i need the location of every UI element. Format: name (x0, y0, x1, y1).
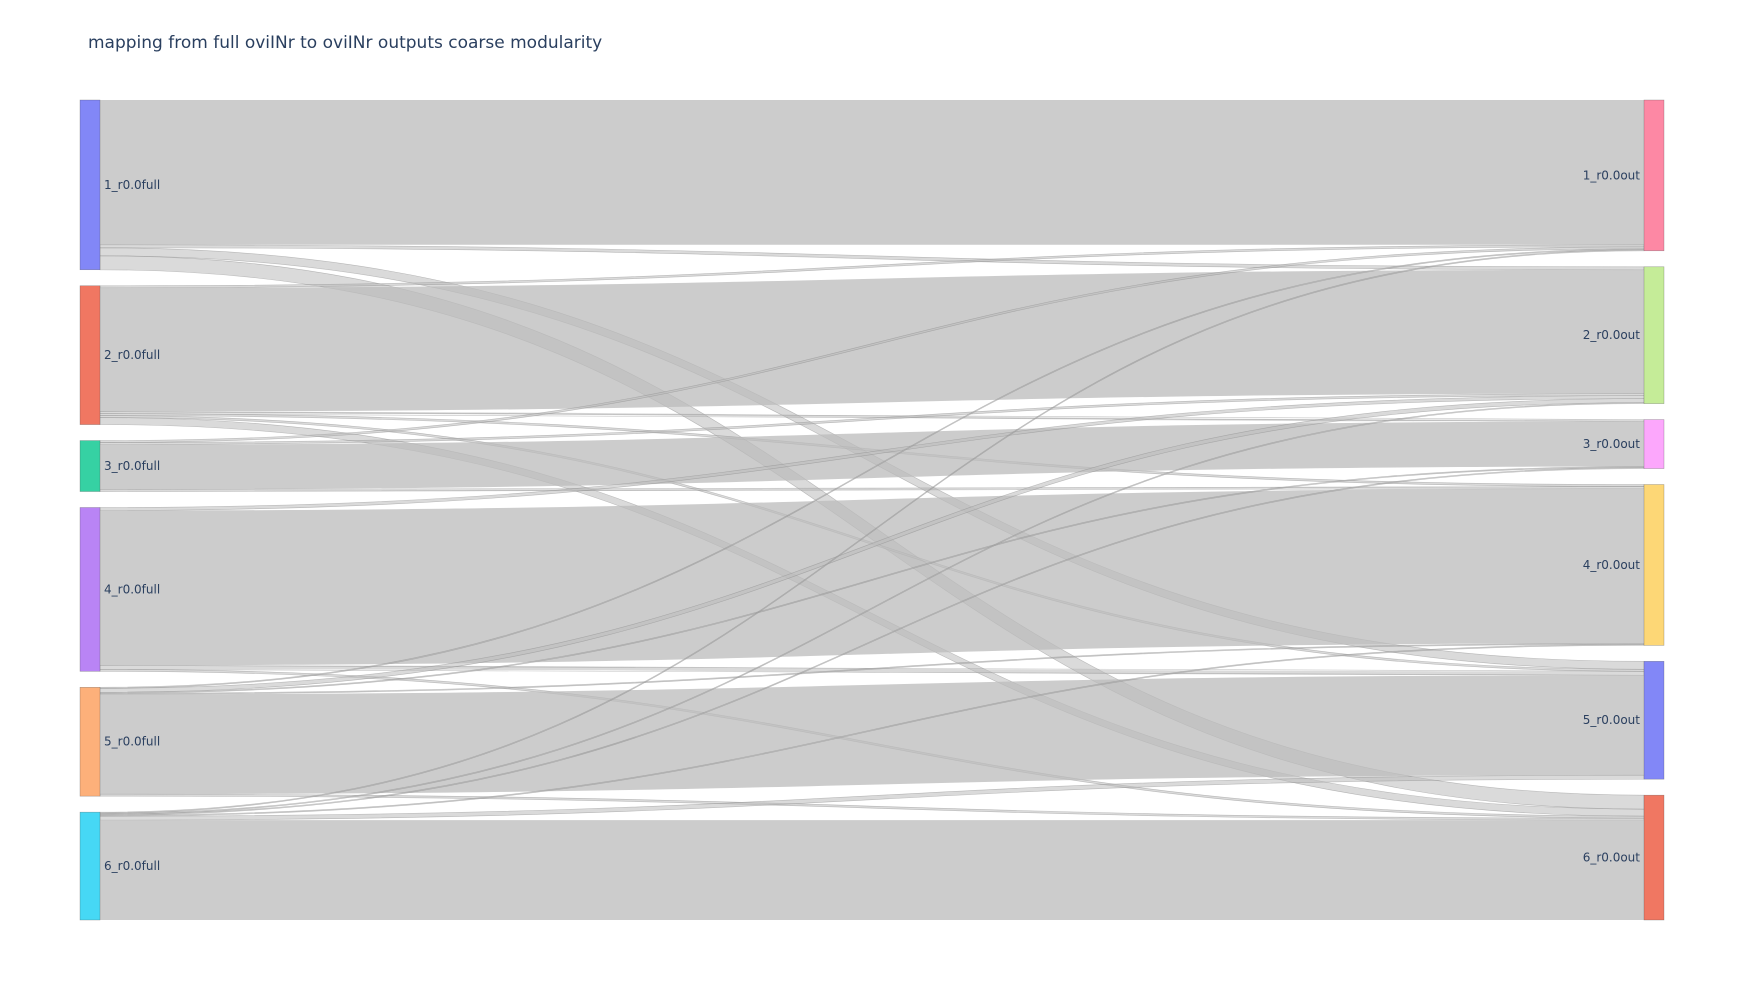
target-node-label-3: 3_r0.0out (1583, 437, 1641, 451)
target-node-label-6: 6_r0.0out (1583, 851, 1641, 865)
source-node-3[interactable] (79, 440, 101, 492)
sankey-nodes (79, 99, 1665, 921)
target-node-label-5: 5_r0.0out (1583, 713, 1641, 727)
link-4_r0.0full-to-5_r0.0out[interactable] (99, 665, 1645, 676)
link-4_r0.0full-to-4_r0.0out[interactable] (100, 488, 1644, 666)
source-node-label-4: 4_r0.0full (104, 582, 160, 596)
source-node-4[interactable] (79, 507, 101, 672)
target-node-label-1: 1_r0.0out (1583, 168, 1641, 182)
target-node-5[interactable] (1643, 661, 1665, 780)
sankey-links (99, 100, 1645, 920)
target-node-label-4: 4_r0.0out (1583, 558, 1641, 572)
sankey-labels: 1_r0.0full 2_r0.0full 3_r0.0full 4_r0.0full… (104, 168, 1640, 873)
target-node-2[interactable] (1643, 266, 1665, 404)
source-node-label-1: 1_r0.0full (104, 178, 160, 192)
source-node-1[interactable] (79, 99, 101, 271)
link-2_r0.0full-to-2_r0.0out[interactable] (100, 269, 1644, 412)
source-node-label-6: 6_r0.0full (104, 859, 160, 873)
chart-title: mapping from full oviINr to oviINr outpu… (88, 33, 603, 53)
target-node-label-2: 2_r0.0out (1583, 328, 1641, 342)
source-node-2[interactable] (79, 285, 101, 425)
source-node-label-2: 2_r0.0full (104, 348, 160, 362)
source-node-label-5: 5_r0.0full (104, 735, 160, 749)
link-1_r0.0full-to-1_r0.0out[interactable] (100, 100, 1644, 245)
link-6_r0.0full-to-6_r0.0out[interactable] (100, 820, 1644, 920)
source-node-6[interactable] (79, 811, 101, 921)
source-node-5[interactable] (79, 687, 101, 797)
target-node-6[interactable] (1643, 794, 1665, 921)
source-node-label-3: 3_r0.0full (104, 459, 160, 473)
target-node-3[interactable] (1643, 419, 1665, 469)
target-node-4[interactable] (1643, 484, 1665, 646)
link-5_r0.0full-to-5_r0.0out[interactable] (100, 675, 1644, 795)
target-node-1[interactable] (1643, 99, 1665, 252)
link-3_r0.0full-to-3_r0.0out[interactable] (100, 421, 1644, 490)
